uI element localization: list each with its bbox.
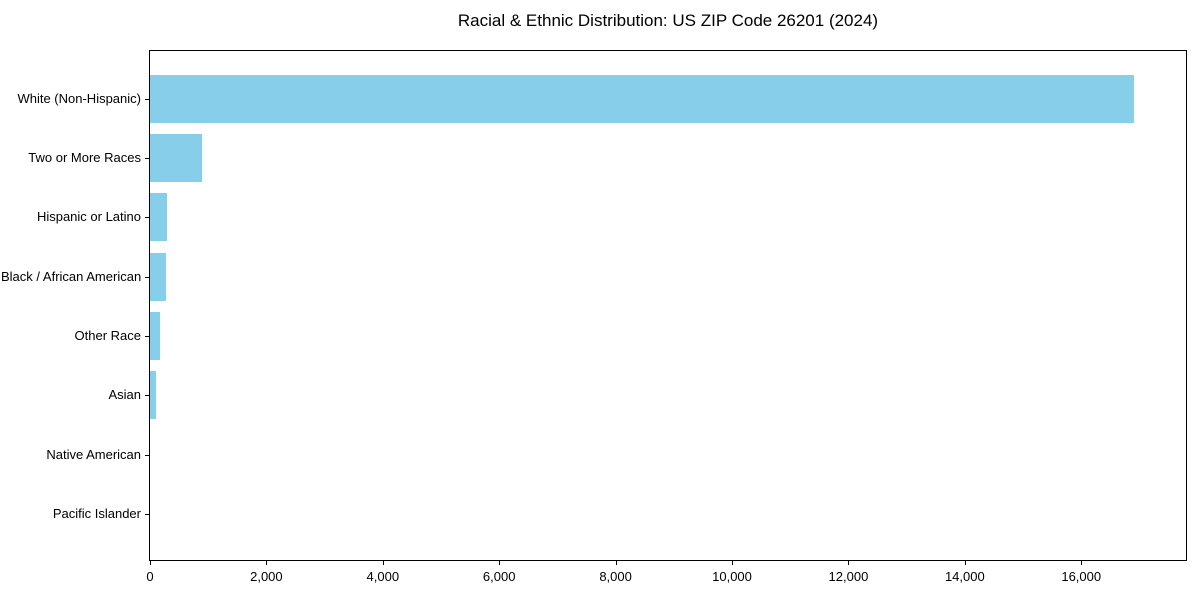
y-axis-tick bbox=[145, 395, 150, 397]
x-axis-tick-label: 8,000 bbox=[599, 569, 632, 584]
y-axis-label: Hispanic or Latino bbox=[36, 209, 141, 225]
x-axis-tick bbox=[382, 560, 384, 565]
bar-white-non-hispanic- bbox=[150, 74, 1134, 123]
x-axis-tick-label: 16,000 bbox=[1061, 569, 1102, 584]
y-axis-label: Two or More Races bbox=[28, 149, 141, 165]
x-axis-tick-label: 2,000 bbox=[250, 569, 283, 584]
x-axis-tick bbox=[848, 560, 850, 565]
y-axis-label: Black / African American bbox=[1, 268, 142, 284]
x-axis-tick bbox=[1081, 560, 1083, 565]
x-axis-tick bbox=[266, 560, 268, 565]
y-axis-tick bbox=[145, 336, 150, 338]
y-axis-tick bbox=[145, 98, 150, 100]
bar-two-or-more-races bbox=[150, 133, 202, 182]
x-axis-tick-label: 12,000 bbox=[828, 569, 869, 584]
x-axis-tick-label: 0 bbox=[146, 569, 154, 584]
y-axis-tick bbox=[145, 276, 150, 278]
x-axis-tick bbox=[150, 560, 151, 565]
x-axis-tick-label: 4,000 bbox=[366, 569, 400, 584]
y-axis-tick bbox=[145, 514, 150, 516]
bar-hispanic-or-latino bbox=[150, 193, 167, 242]
y-axis-tick bbox=[145, 454, 150, 456]
bar-other-race bbox=[150, 312, 160, 361]
x-axis-tick-label: 14,000 bbox=[944, 569, 985, 584]
x-axis-tick-label: 6,000 bbox=[482, 569, 516, 584]
x-axis-tick-label: 10,000 bbox=[712, 569, 752, 584]
bar-black-african-american bbox=[150, 252, 166, 301]
y-axis-tick bbox=[145, 157, 150, 159]
x-axis-tick bbox=[732, 560, 734, 565]
y-axis-label: Native American bbox=[46, 446, 141, 462]
y-axis-tick bbox=[145, 217, 150, 219]
plot-area: White (Non-Hispanic) Two or More Races His… bbox=[1, 50, 1187, 584]
x-axis-tick bbox=[615, 560, 617, 565]
chart-title: Racial & Ethnic Distribution: US ZIP Cod… bbox=[457, 11, 879, 30]
y-axis-label: Asian bbox=[108, 387, 141, 403]
x-axis-tick bbox=[964, 560, 966, 565]
x-axis-tick bbox=[499, 560, 501, 565]
y-axis-label: White (Non-Hispanic) bbox=[17, 90, 141, 106]
bar-asian bbox=[150, 371, 156, 420]
y-axis-label: Other Race bbox=[74, 328, 141, 344]
y-axis-label: Pacific Islander bbox=[52, 506, 141, 522]
